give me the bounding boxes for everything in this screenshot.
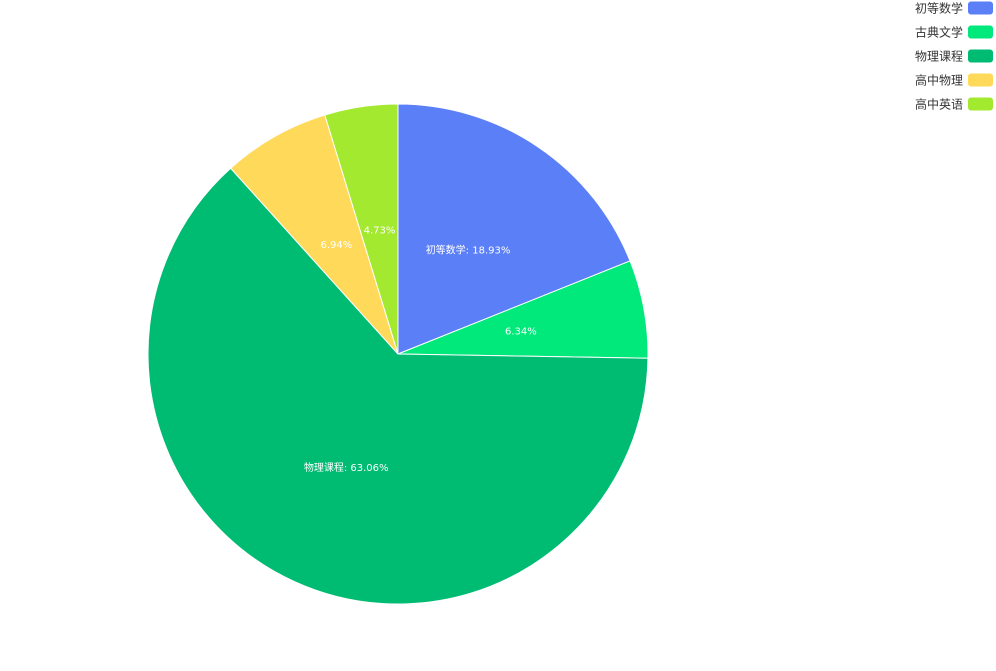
data-label: 物理课程: 63.06%: [304, 461, 389, 474]
legend-label[interactable]: 古典文学: [915, 25, 963, 40]
legend-swatch[interactable]: [968, 97, 993, 111]
pie-slice: [147, 167, 649, 605]
legend-label[interactable]: 高中物理: [915, 73, 963, 88]
data-label: 6.94%: [321, 240, 353, 251]
pie-slice: [229, 114, 399, 355]
legend-label[interactable]: 初等数学: [915, 1, 963, 16]
data-label: 4.73%: [364, 225, 396, 236]
legend-swatch[interactable]: [968, 1, 993, 15]
data-label: 6.34%: [505, 326, 537, 337]
legend-swatch[interactable]: [968, 73, 993, 87]
legend-swatch[interactable]: [968, 25, 993, 39]
pie-slice: [397, 103, 631, 355]
pie-slice: [324, 103, 399, 355]
legend-label[interactable]: 物理课程: [915, 49, 963, 64]
legend-label[interactable]: 高中英语: [915, 97, 963, 112]
legend-swatch[interactable]: [968, 49, 993, 63]
data-label: 初等数学: 18.93%: [426, 243, 511, 256]
